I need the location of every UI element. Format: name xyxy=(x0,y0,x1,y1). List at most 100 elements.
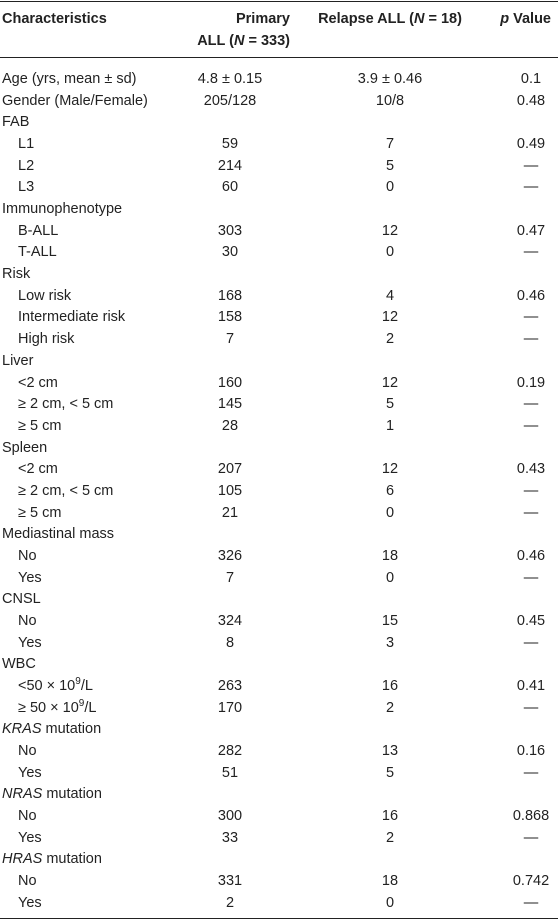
header-text: = 18) xyxy=(424,11,462,27)
cell-value: — xyxy=(523,417,539,434)
cell-value: 168 xyxy=(217,287,243,304)
cell-value: 0 xyxy=(385,894,395,911)
cell-value: 0.49 xyxy=(516,136,546,153)
cell-value: 0.45 xyxy=(516,613,546,629)
cell-value: 60 xyxy=(221,179,239,196)
header-text: = 333) xyxy=(244,33,290,49)
row-label: Yes xyxy=(18,829,42,846)
cell-value: 2 xyxy=(385,331,395,348)
cell-value: 282 xyxy=(217,743,243,760)
top-rule xyxy=(0,1,558,2)
cell-value: 30 xyxy=(221,244,239,261)
cell-value: 160 xyxy=(217,374,243,391)
cell-value: 0 xyxy=(385,179,395,196)
row-label: Age (yrs, mean ± sd) xyxy=(2,71,137,87)
cell-value: 205/128 xyxy=(203,92,257,109)
cell-value: 331 xyxy=(217,873,243,890)
cell-value: 5 xyxy=(385,157,395,174)
header-text: Primary xyxy=(235,11,290,27)
cell-value: 207 xyxy=(217,461,243,478)
cell-value: 303 xyxy=(217,222,243,239)
cell-value: — xyxy=(523,699,539,716)
cell-value: 2 xyxy=(385,829,395,846)
cell-value: 0.16 xyxy=(516,743,546,760)
group-label: HRAS mutation xyxy=(2,850,102,868)
group-label: Immunophenotype xyxy=(2,201,123,218)
text-segment: 9 xyxy=(78,697,85,709)
cell-value: 21 xyxy=(221,504,239,521)
header-text: N xyxy=(233,33,245,49)
header-text: ALL ( xyxy=(197,33,234,49)
row-label: Low risk xyxy=(18,287,72,304)
cell-value: 0.46 xyxy=(516,547,546,564)
cell-value: 300 xyxy=(217,808,243,825)
header-primary: Primary ALL (N = 333) xyxy=(178,8,290,52)
header-p-value: p Value xyxy=(500,10,551,28)
header-rule xyxy=(0,57,558,58)
group-label: Mediastinal mass xyxy=(2,526,115,543)
cell-value: 105 xyxy=(217,482,243,499)
cell-value: 214 xyxy=(217,157,243,174)
row-label: Gender (Male/Female) xyxy=(2,92,148,109)
row-label: Yes xyxy=(18,569,42,586)
row-label: No xyxy=(18,613,37,629)
cell-value: 3.9 ± 0.46 xyxy=(357,71,423,87)
cell-value: 170 xyxy=(217,699,243,716)
header-text: Relapse ALL ( xyxy=(318,11,414,27)
row-label: B-ALL xyxy=(18,222,59,239)
cell-value: 263 xyxy=(217,678,243,695)
group-label: Liver xyxy=(2,352,34,369)
group-label: Risk xyxy=(2,266,31,283)
cell-value: 6 xyxy=(385,482,395,499)
cell-value: 18 xyxy=(381,547,399,564)
cell-value: 0.868 xyxy=(512,808,550,825)
cell-value: — xyxy=(523,894,539,911)
row-label: Yes xyxy=(18,764,42,781)
header-text: p xyxy=(500,11,510,27)
cell-value: — xyxy=(523,504,539,521)
group-label: Spleen xyxy=(2,439,48,456)
cell-value: 0.742 xyxy=(512,873,550,890)
text-segment: mutation xyxy=(42,786,102,803)
cell-value: 0.46 xyxy=(516,287,546,304)
cell-value: 13 xyxy=(381,743,399,760)
header-characteristics: Characteristics xyxy=(2,11,107,27)
cell-value: 2 xyxy=(225,894,235,911)
cell-value: 1 xyxy=(385,417,395,434)
row-label: ≥ 2 cm, < 5 cm xyxy=(18,396,114,413)
cell-value: 7 xyxy=(225,331,235,348)
cell-value: 0 xyxy=(385,244,395,261)
cell-value: 7 xyxy=(225,569,235,586)
group-label: WBC xyxy=(2,656,36,673)
cell-value: 4 xyxy=(385,287,395,304)
row-label: L2 xyxy=(18,157,35,174)
cell-value: 0.47 xyxy=(516,222,546,239)
cell-value: — xyxy=(523,482,539,499)
row-label: ≥ 5 cm xyxy=(18,417,62,434)
cell-value: — xyxy=(523,331,539,348)
cell-value: 59 xyxy=(221,136,239,153)
header-text: Value xyxy=(509,11,551,27)
cell-value: 0.19 xyxy=(516,374,546,391)
cell-value: 10/8 xyxy=(375,92,405,109)
cell-value: 158 xyxy=(217,309,243,326)
cell-value: 28 xyxy=(221,417,239,434)
row-label: ≥ 2 cm, < 5 cm xyxy=(18,482,114,499)
text-segment: 9 xyxy=(75,676,81,688)
cell-value: 33 xyxy=(221,829,239,846)
row-label: No xyxy=(18,743,37,760)
cell-value: — xyxy=(523,309,539,326)
text-segment: /L xyxy=(80,678,93,695)
cell-value: — xyxy=(523,179,539,196)
row-label: ≥ 5 cm xyxy=(18,504,62,521)
text-segment: ≥ 50 × 10 xyxy=(18,699,79,716)
bottom-rule xyxy=(0,918,558,919)
group-label: FAB xyxy=(2,114,30,131)
header-relapse: Relapse ALL (N = 18) xyxy=(318,10,462,28)
cell-value: 12 xyxy=(381,374,399,391)
group-label: CNSL xyxy=(2,591,41,608)
cell-value: 18 xyxy=(381,873,399,890)
cell-value: 4.8 ± 0.15 xyxy=(197,71,263,87)
cell-value: 0.48 xyxy=(516,92,546,109)
